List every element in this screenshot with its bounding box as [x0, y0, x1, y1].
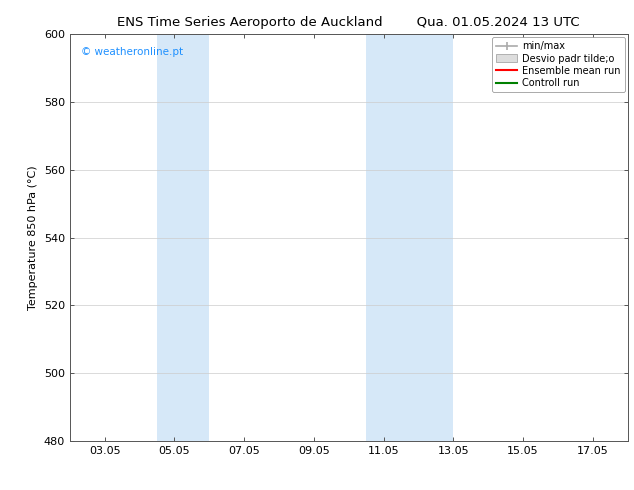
Legend: min/max, Desvio padr tilde;o, Ensemble mean run, Controll run: min/max, Desvio padr tilde;o, Ensemble m… — [492, 37, 624, 92]
Bar — [366, 34, 453, 441]
Bar — [157, 34, 209, 441]
Y-axis label: Temperature 850 hPa (°C): Temperature 850 hPa (°C) — [28, 165, 38, 310]
Text: © weatheronline.pt: © weatheronline.pt — [81, 47, 183, 56]
Title: ENS Time Series Aeroporto de Auckland        Qua. 01.05.2024 13 UTC: ENS Time Series Aeroporto de Auckland Qu… — [117, 16, 580, 29]
